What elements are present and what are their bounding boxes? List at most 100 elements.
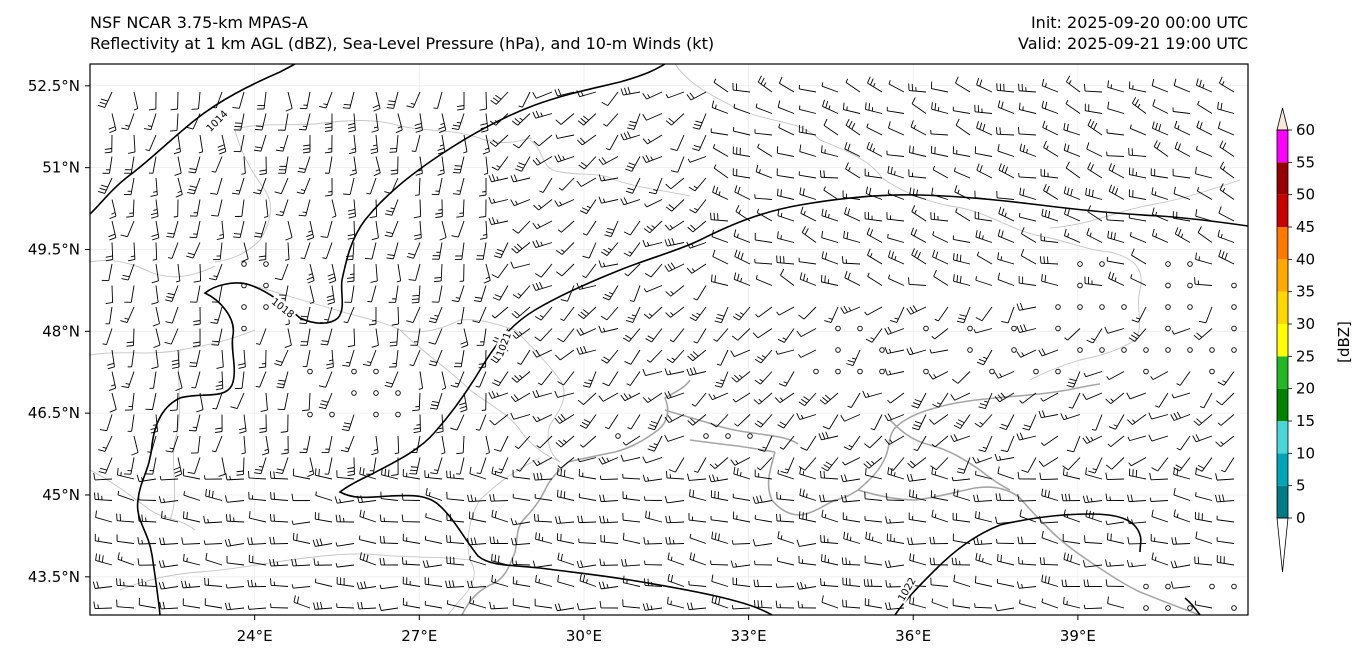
wind-barb xyxy=(325,156,333,174)
kerch-coast xyxy=(857,486,1021,501)
wind-barb xyxy=(371,113,379,133)
wind-barb xyxy=(150,199,159,219)
wind-barb xyxy=(446,535,465,544)
wind-barb xyxy=(884,368,905,376)
wind-barb xyxy=(189,285,201,303)
wind-barb xyxy=(1106,532,1125,544)
wind-barb xyxy=(1173,488,1191,501)
wind-barb xyxy=(693,328,707,344)
wind-barb xyxy=(642,239,663,248)
colorbar-tick-label: 50 xyxy=(1296,186,1315,204)
wind-barb xyxy=(778,76,795,93)
wind-barb xyxy=(864,168,883,179)
wind-barb xyxy=(1083,84,1103,93)
wind-barb xyxy=(777,231,795,243)
wind-barb xyxy=(158,581,179,590)
wind-barb xyxy=(888,80,905,93)
wind-barb xyxy=(1062,534,1081,544)
wind-barb xyxy=(1172,107,1191,114)
colorbar-segment xyxy=(1277,453,1288,486)
wind-barb xyxy=(446,600,465,609)
wind-barb xyxy=(646,349,663,363)
wind-barb xyxy=(1086,142,1103,157)
wind-barb xyxy=(931,598,949,609)
calm-marker xyxy=(373,411,379,418)
wind-barb xyxy=(1085,467,1103,480)
wind-barb xyxy=(191,91,201,110)
wind-barb xyxy=(1216,515,1235,523)
wind-barb xyxy=(270,492,289,501)
wind-barb xyxy=(844,207,861,222)
wind-barb xyxy=(378,603,399,611)
colorbar-segment xyxy=(1277,388,1288,421)
wind-barb xyxy=(711,595,729,609)
wind-barb xyxy=(599,494,619,503)
wind-barb xyxy=(930,146,949,157)
wind-barb xyxy=(752,495,773,504)
wind-barb xyxy=(138,598,157,609)
wind-barb xyxy=(167,242,179,259)
wind-barb xyxy=(884,435,905,445)
wind-barb xyxy=(247,537,267,545)
wind-barb xyxy=(1173,78,1191,93)
wind-barb xyxy=(491,156,509,171)
wind-barb xyxy=(642,368,663,376)
calm-marker xyxy=(373,390,379,396)
wind-barb xyxy=(1176,371,1191,386)
wind-barb xyxy=(931,509,949,523)
wind-barb xyxy=(664,220,685,231)
wind-barb xyxy=(446,470,465,480)
wind-barb xyxy=(270,578,289,587)
wind-barb xyxy=(401,514,421,523)
wind-barb xyxy=(302,134,311,154)
wind-barb xyxy=(582,371,597,388)
wind-barb xyxy=(688,513,707,523)
wind-barb xyxy=(117,490,135,501)
wind-barb xyxy=(285,91,293,112)
wind-barb xyxy=(1105,472,1125,480)
wind-barb xyxy=(713,328,729,342)
wind-barb xyxy=(133,91,139,111)
wind-barb xyxy=(532,414,553,423)
wind-barb xyxy=(1019,392,1037,404)
wind-barb xyxy=(908,277,927,286)
wind-barb xyxy=(1106,212,1125,222)
calm-marker xyxy=(923,325,929,332)
wind-barb xyxy=(331,199,337,218)
wind-barb xyxy=(488,196,509,204)
wind-barb xyxy=(576,90,597,98)
wind-barb xyxy=(998,206,1015,222)
wind-barb xyxy=(951,476,971,482)
wind-barb xyxy=(799,144,817,157)
wind-barb xyxy=(1131,96,1147,114)
wind-barb xyxy=(730,457,751,466)
calm-marker xyxy=(1011,325,1017,332)
wind-barb xyxy=(535,532,553,544)
wind-barb xyxy=(887,165,905,179)
wind-barb xyxy=(1149,472,1169,481)
wind-barb xyxy=(125,392,135,411)
wind-barb xyxy=(515,435,531,449)
calm-marker xyxy=(351,368,357,375)
wind-barb xyxy=(974,575,993,587)
wind-barb xyxy=(846,349,861,366)
wind-barb xyxy=(1215,435,1235,447)
wind-barb xyxy=(775,349,795,355)
wind-barb xyxy=(441,435,446,455)
wind-barb xyxy=(451,220,465,238)
wind-barb xyxy=(1107,230,1125,243)
wind-barb xyxy=(120,220,135,238)
wind-barb xyxy=(799,467,817,480)
wind-barb xyxy=(151,349,159,370)
wind-barb xyxy=(754,469,773,480)
wind-barb xyxy=(94,533,113,544)
wind-barb xyxy=(467,494,487,503)
wind-barb xyxy=(210,306,223,324)
wind-barb xyxy=(371,435,379,456)
wind-barb xyxy=(555,134,575,139)
wind-barb xyxy=(643,537,663,545)
wind-barb xyxy=(359,535,377,544)
wind-barb xyxy=(998,163,1015,179)
wind-barb xyxy=(1215,473,1235,481)
wind-barb xyxy=(347,199,356,219)
